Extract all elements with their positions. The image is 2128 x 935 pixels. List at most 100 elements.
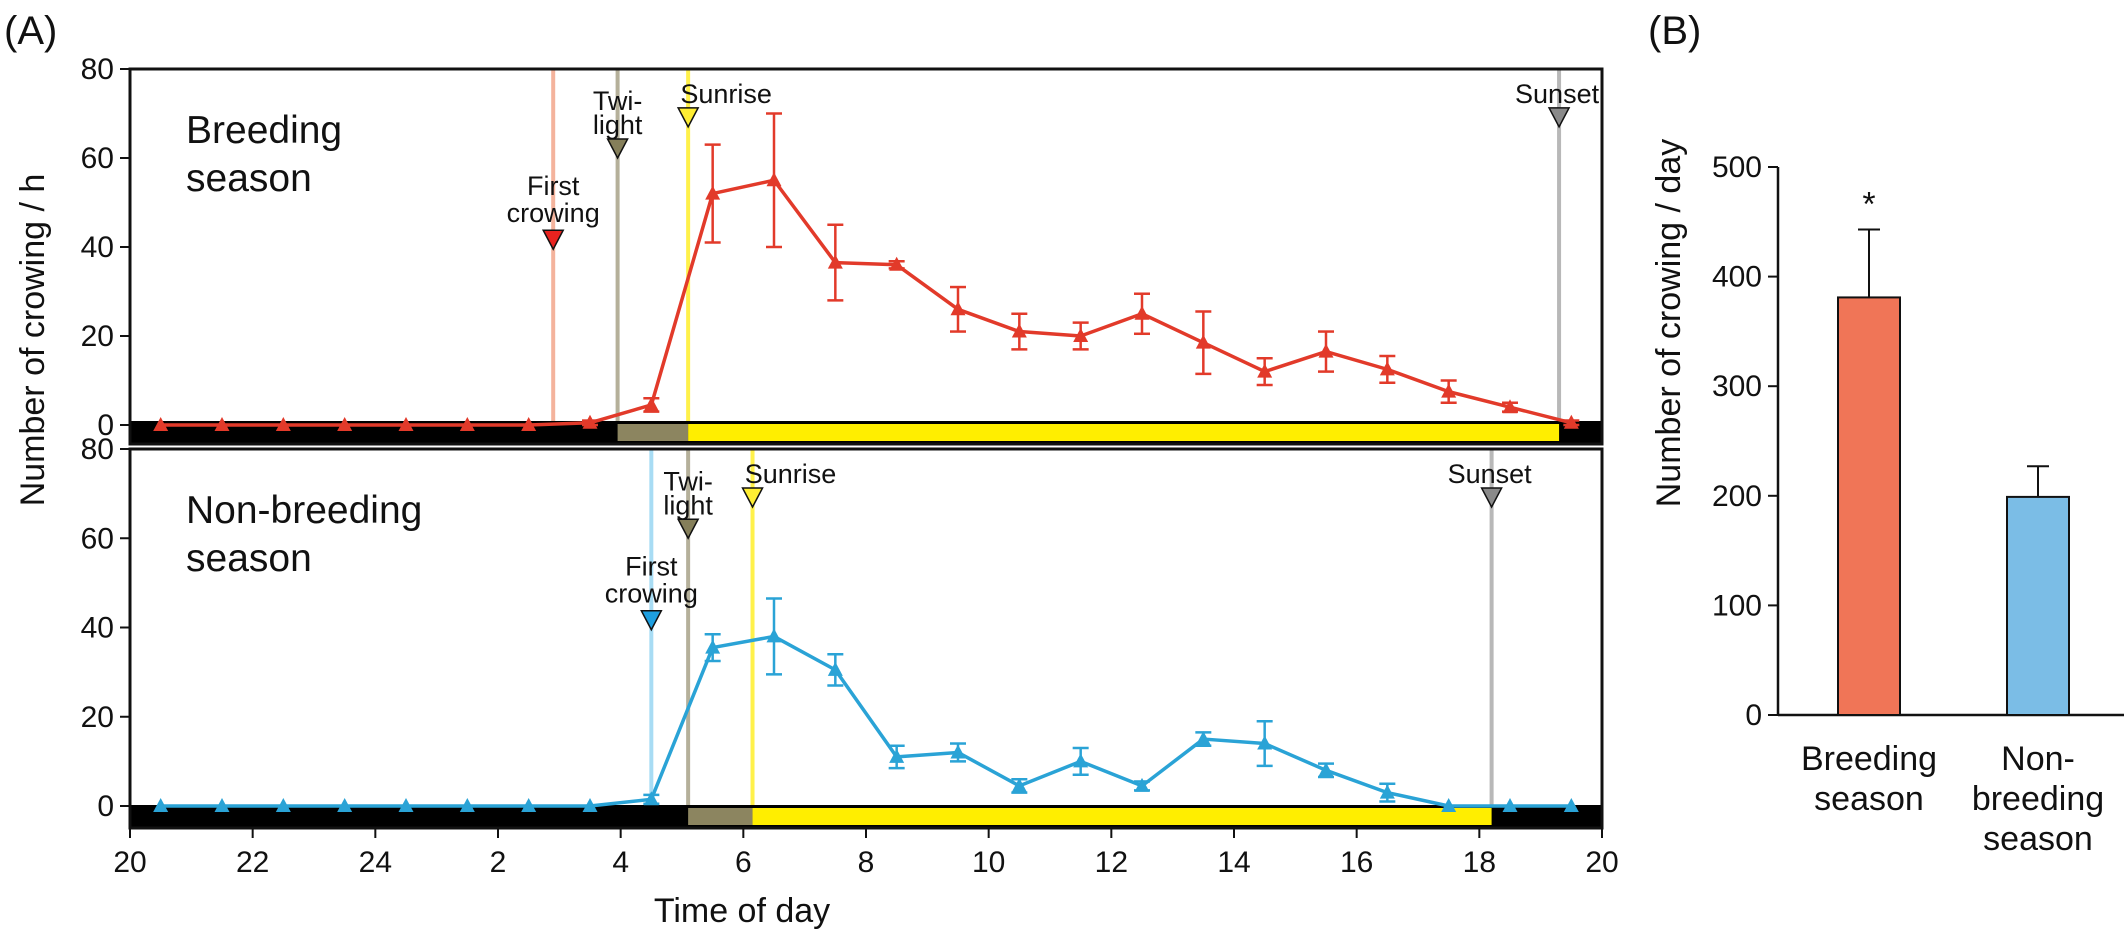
bar (1837, 296, 1901, 716)
nonbreeding-data-point (398, 798, 414, 812)
breeding-sunset-marker (1547, 107, 1571, 129)
breeding-y-tick-label: 60 (81, 142, 114, 175)
nonbreeding-y-tick-label: 0 (97, 790, 114, 823)
breeding-season-label-2: season (186, 157, 312, 200)
bar-y-tick-label: 100 (1712, 589, 1762, 622)
breeding-data-point (459, 417, 475, 431)
breeding-data-point (1441, 383, 1457, 398)
nonbreeding-sunrise-label: Sunrise (745, 459, 837, 489)
panel-a-x-axis-title: Time of day (654, 892, 830, 930)
breeding-series-line (160, 178, 1572, 427)
breeding-data-point (582, 414, 598, 429)
x-tick-label: 24 (359, 846, 392, 879)
panel-b-label: (B) (1648, 9, 1701, 53)
breeding-data-point (521, 417, 537, 431)
breeding-data-point (766, 172, 782, 187)
nonbreeding-data-point (1011, 777, 1027, 792)
breeding-plot-frame (128, 67, 1604, 446)
nonbreeding-data-point (337, 798, 353, 812)
breeding-data-point (275, 417, 291, 431)
nonbreeding-data-point (1441, 798, 1457, 812)
breeding-data-point (827, 254, 843, 269)
breeding-data-point (1563, 414, 1579, 429)
nonbreeding-twilight-label-1: Twi- (663, 466, 713, 496)
nonbreeding-data-point (705, 639, 721, 654)
breeding-sunrise-marker (676, 107, 700, 129)
breeding-sunrise-label: Sunrise (680, 79, 772, 109)
nonbreeding-data-point (214, 798, 230, 812)
nonbreeding-data-point (1134, 777, 1150, 792)
bar-y-tick-label: 300 (1712, 370, 1762, 403)
bar-y-tick-label: 400 (1712, 261, 1762, 294)
breeding-daylight-bar (688, 424, 1560, 441)
breeding-data-point (153, 417, 169, 431)
nonbreeding-data-point (582, 798, 598, 812)
bar-category-label: season (1814, 780, 1924, 818)
nonbreeding-series-line (160, 634, 1572, 808)
breeding-first-crowing-label-1: First (527, 171, 580, 201)
breeding-y-tick-label: 40 (81, 231, 114, 264)
nonbreeding-data-point (889, 748, 905, 763)
breeding-y-tick-label: 80 (81, 53, 114, 86)
bar-y-tick-label: 500 (1712, 151, 1762, 184)
nonbreeding-data-point (766, 628, 782, 643)
nonbreeding-sunset-marker (1480, 487, 1503, 509)
nonbreeding-data-point (1379, 784, 1395, 799)
significance-asterisk: * (1862, 185, 1875, 223)
breeding-data-point (1134, 305, 1150, 320)
nonbreeding-data-point (153, 798, 169, 812)
breeding-data-point (889, 256, 905, 271)
bar-y-tick-label: 0 (1745, 699, 1762, 732)
breeding-y-tick-label: 20 (81, 320, 114, 353)
breeding-data-point (1257, 363, 1273, 378)
nonbreeding-twilight-label-2: light (663, 490, 713, 520)
nonbreeding-data-point (1563, 798, 1579, 812)
bar-y-tick-label: 200 (1712, 480, 1762, 513)
nonbreeding-data-point (643, 791, 659, 806)
x-tick-label: 6 (735, 846, 752, 879)
nonbreeding-data-point (521, 798, 537, 812)
nonbreeding-first-crowing-label-1: First (625, 552, 678, 582)
breeding-y-tick-label: 0 (97, 409, 114, 442)
nonbreeding-data-point (1502, 798, 1518, 812)
nonbreeding-y-tick-label: 20 (81, 701, 114, 734)
x-tick-label: 18 (1463, 846, 1496, 879)
breeding-data-point (1502, 399, 1518, 414)
breeding-data-point (705, 185, 721, 200)
breeding-season-label-1: Breeding (186, 109, 342, 152)
nonbreeding-data-point (1195, 731, 1211, 746)
panel-a-label: (A) (4, 9, 57, 53)
nonbreeding-twilight-marker (676, 518, 700, 540)
x-tick-label: 22 (236, 846, 269, 879)
nonbreeding-sunrise-marker (741, 487, 764, 509)
breeding-data-point (950, 301, 966, 316)
x-tick-label: 8 (858, 846, 875, 879)
breeding-data-point (643, 396, 659, 411)
nonbreeding-daylight-bar (752, 808, 1492, 825)
breeding-sunset-label: Sunset (1515, 79, 1600, 109)
x-tick-label: 16 (1340, 846, 1373, 879)
breeding-data-point (1011, 323, 1027, 338)
breeding-first-crowing-label-2: crowing (507, 198, 600, 228)
breeding-twilight-label-1: Twi- (593, 86, 643, 116)
panel-b-y-axis-title: Number of crowing / day (1650, 139, 1688, 508)
nonbreeding-data-point (827, 661, 843, 676)
breeding-twilight-label-2: light (593, 110, 643, 140)
x-tick-label: 10 (972, 846, 1005, 879)
breeding-twilight-bar (617, 424, 689, 441)
x-tick-label: 12 (1095, 846, 1128, 879)
nonbreeding-y-tick-label: 80 (81, 433, 114, 466)
nonbreeding-first-crowing-marker (640, 609, 663, 632)
breeding-twilight-marker (606, 138, 629, 160)
nonbreeding-first-crowing-label-2: crowing (605, 579, 698, 609)
breeding-data-point (1379, 361, 1395, 376)
breeding-data-point (1195, 334, 1211, 349)
breeding-data-point (398, 417, 414, 431)
breeding-data-point (214, 417, 230, 431)
nonbreeding-data-point (950, 744, 966, 759)
nonbreeding-data-point (1318, 762, 1334, 777)
bar-category-label: Breeding (1801, 740, 1937, 778)
nonbreeding-twilight-bar (688, 808, 753, 825)
